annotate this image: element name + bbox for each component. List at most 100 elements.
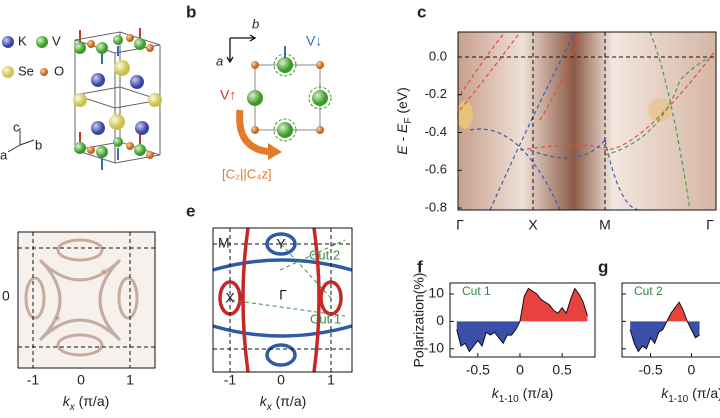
x-tick-label: 1 [327,372,335,388]
x-tick-label: -0.5 [466,362,490,378]
polarization-line [629,301,700,353]
operation-label: [C₂||C₄z] [222,166,272,181]
legend-label: Se [18,63,34,78]
label-part: (eV) [394,87,410,117]
x-axis-label: k1-10 (π/a) [661,385,720,405]
axis-label: a [216,53,223,68]
x-axis-label: k1-10 (π/a) [492,385,554,405]
y-tick-label: 0 [2,288,10,304]
label-part: E - E [394,123,410,155]
x-tick-label: -1 [224,372,237,388]
k-atom [2,36,14,48]
panel-label: g [598,257,608,276]
axes-glyph [226,34,257,64]
y-tick-label: 0 [436,312,444,328]
axis-label: c [13,119,20,134]
rotation-arrow [236,109,273,156]
negative-area [456,321,520,352]
panel-label: f [417,257,423,276]
x-tick-label: Γ [706,217,714,233]
y-tick-label: -0.8 [425,199,447,214]
y-tick-label: -0.6 [425,162,447,177]
label-part: k [661,385,669,401]
panel-d: 0 -1 0 1 kx (π/a) [2,231,156,413]
axes-glyph [7,128,35,153]
panel-label: c [417,2,426,21]
panel-label: b [186,2,196,21]
cut-label: Cut 2 [309,247,340,262]
cut-label: Cut 1 [310,311,341,326]
x-axis-label: kx (π/a) [63,393,110,413]
square-lattice [247,46,332,142]
rotation-arrowhead [268,143,282,160]
panel-a: K V Se O c a b [0,28,162,170]
x-tick-label: -0.5 [639,362,663,378]
x-tick-label: 0 [77,372,85,388]
y-tick-label: -10 [424,339,444,355]
x-tick-label: 0 [687,362,695,378]
polarization-line [456,287,588,353]
frame [457,31,717,211]
point-label: X [225,290,235,306]
hot-spot [99,267,109,277]
x-tick-label: Γ [456,217,464,233]
x-tick-label: 1 [126,372,134,388]
y-tick-label: -0.4 [425,124,447,139]
label-part: x [69,402,76,413]
point-label: Y [276,236,286,252]
cut-lines [230,239,346,317]
frame [621,282,720,358]
label-part: 1-10 [668,394,688,405]
chart: -10 0 10 -0.5 0 0.5 Cut 1 Polarization(%) k1-10 … [411,273,596,405]
positive-area [456,288,588,322]
hot-spot [52,313,62,323]
x-axis-label: kx (π/a) [260,393,307,413]
frame [449,282,596,358]
x-tick-label: X [528,217,538,233]
axis-label: b [252,16,259,31]
band-curves [459,31,717,211]
chart: -0.5 0 Cut 2 k1-10 (π/a) [621,282,720,405]
x-tick-label: -1 [27,372,40,388]
x-tick-label: 0 [277,372,285,388]
x-tick-label: 0 [516,362,524,378]
spin-arrows [79,28,141,170]
label-part: F [403,118,414,124]
fermi-map [18,232,155,368]
label-part: k [63,393,71,409]
guide-lines [213,228,352,372]
atoms [73,34,162,159]
x-tick-label: 0.5 [552,362,572,378]
y-tick-label: -0.2 [425,86,447,101]
v-up-label: V↑ [220,87,236,103]
arpes-feature [457,101,473,129]
annotation: Cut 1 [462,284,491,298]
frame [212,227,353,373]
x-tick-label: M [599,217,611,233]
axis-label: b [35,137,42,152]
legend-label: O [54,63,64,78]
arpes-map [458,32,716,210]
y-axis-label: Polarization(%) [411,273,427,368]
label-part: (π/a) [272,393,307,409]
y-ticks: 0.0 -0.2 -0.4 -0.6 -0.8 [425,48,462,214]
frame [17,231,156,369]
y-tick-label: 10 [428,285,444,301]
label-part: x [266,402,273,413]
guide-lines [18,232,155,368]
legend-label: K [18,33,27,48]
label-part: (π/a) [688,385,720,401]
positive-area [630,302,700,322]
point-label: Γ [279,287,287,303]
v-down-label: V↓ [306,33,322,49]
v-atom [36,36,48,48]
panel-c: c 0.0-0.2-0.4-0.6-0.8 E - EF (eV) Γ X M … [394,2,717,233]
axis-label: a [0,147,8,162]
panel-b: b b a V↓ V↑ [C₂||C₄z] [186,2,332,181]
negative-area [630,321,700,352]
label-part: (π/a) [75,393,110,409]
label-part: 1-10 [499,394,519,405]
annotation: Cut 2 [634,284,663,298]
o-atom [40,68,48,76]
